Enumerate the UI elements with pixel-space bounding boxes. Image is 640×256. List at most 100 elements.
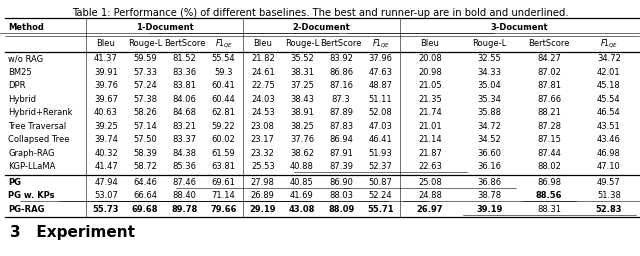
Text: Rouge-L: Rouge-L	[285, 39, 319, 48]
Text: Rouge-L: Rouge-L	[128, 39, 163, 48]
Text: PG-RAG: PG-RAG	[8, 205, 45, 214]
Text: 83.92: 83.92	[329, 54, 353, 63]
Text: 53.07: 53.07	[94, 191, 118, 200]
Text: 36.16: 36.16	[477, 162, 502, 171]
Text: $F\!1_{QE}$: $F\!1_{QE}$	[215, 38, 232, 50]
Text: 41.37: 41.37	[94, 54, 118, 63]
Text: BertScore: BertScore	[529, 39, 570, 48]
Text: 87.83: 87.83	[329, 122, 353, 131]
Text: 40.88: 40.88	[290, 162, 314, 171]
Text: 39.25: 39.25	[94, 122, 118, 131]
Text: 55.71: 55.71	[367, 205, 394, 214]
Text: 38.25: 38.25	[290, 122, 314, 131]
Text: 52.37: 52.37	[369, 162, 392, 171]
Text: 87.81: 87.81	[537, 81, 561, 90]
Text: 32.55: 32.55	[477, 54, 501, 63]
Text: 47.03: 47.03	[369, 122, 392, 131]
Text: Hybrid: Hybrid	[8, 95, 36, 104]
Text: 71.14: 71.14	[212, 191, 236, 200]
Text: 50.87: 50.87	[369, 178, 392, 187]
Text: 22.63: 22.63	[418, 162, 442, 171]
Text: 24.61: 24.61	[251, 68, 275, 77]
Text: 86.86: 86.86	[329, 68, 353, 77]
Text: 41.69: 41.69	[290, 191, 314, 200]
Text: 66.64: 66.64	[133, 191, 157, 200]
Text: Hybrid+Rerank: Hybrid+Rerank	[8, 108, 73, 117]
Text: 21.01: 21.01	[418, 122, 442, 131]
Text: 39.74: 39.74	[94, 135, 118, 144]
Text: 88.31: 88.31	[537, 205, 561, 214]
Text: 40.32: 40.32	[94, 149, 118, 158]
Text: 38.91: 38.91	[290, 108, 314, 117]
Text: 79.66: 79.66	[211, 205, 237, 214]
Text: Collapsed Tree: Collapsed Tree	[8, 135, 70, 144]
Text: 25.53: 25.53	[251, 162, 275, 171]
Text: 3   Experiment: 3 Experiment	[10, 225, 134, 240]
Text: 38.78: 38.78	[477, 191, 502, 200]
Text: 27.98: 27.98	[251, 178, 275, 187]
Text: w/o RAG: w/o RAG	[8, 54, 44, 63]
Text: 3-Document: 3-Document	[490, 23, 548, 31]
Text: 38.43: 38.43	[290, 95, 314, 104]
Text: PG w. KPs: PG w. KPs	[8, 191, 55, 200]
Text: 20.98: 20.98	[418, 68, 442, 77]
Text: 87.02: 87.02	[537, 68, 561, 77]
Text: 39.19: 39.19	[476, 205, 502, 214]
Text: 64.46: 64.46	[133, 178, 157, 187]
Text: 52.08: 52.08	[369, 108, 392, 117]
Text: 43.51: 43.51	[597, 122, 621, 131]
Text: Method: Method	[8, 23, 44, 31]
Text: 37.76: 37.76	[290, 135, 314, 144]
Text: 87.46: 87.46	[172, 178, 196, 187]
Text: Table 1: Performance (%) of different baselines. The best and runner-up are in b: Table 1: Performance (%) of different ba…	[72, 8, 568, 18]
Text: 88.21: 88.21	[537, 108, 561, 117]
Text: 26.97: 26.97	[417, 205, 443, 214]
Text: 36.86: 36.86	[477, 178, 502, 187]
Text: 37.25: 37.25	[290, 81, 314, 90]
Text: 43.46: 43.46	[597, 135, 621, 144]
Text: 86.90: 86.90	[329, 178, 353, 187]
Text: 29.19: 29.19	[250, 205, 276, 214]
Text: 42.01: 42.01	[597, 68, 621, 77]
Text: Graph-RAG: Graph-RAG	[8, 149, 55, 158]
Text: 84.38: 84.38	[172, 149, 196, 158]
Text: 45.18: 45.18	[597, 81, 621, 90]
Text: 25.08: 25.08	[418, 178, 442, 187]
Text: 46.41: 46.41	[369, 135, 392, 144]
Text: 88.40: 88.40	[172, 191, 196, 200]
Text: 46.54: 46.54	[597, 108, 621, 117]
Text: 86.94: 86.94	[329, 135, 353, 144]
Text: 21.82: 21.82	[251, 54, 275, 63]
Text: 69.61: 69.61	[212, 178, 236, 187]
Text: 20.08: 20.08	[418, 54, 442, 63]
Text: 58.39: 58.39	[133, 149, 157, 158]
Text: BM25: BM25	[8, 68, 32, 77]
Text: Bleu: Bleu	[97, 39, 115, 48]
Text: 59.3: 59.3	[214, 68, 233, 77]
Text: 89.78: 89.78	[172, 205, 198, 214]
Text: 84.27: 84.27	[537, 54, 561, 63]
Text: 88.03: 88.03	[329, 191, 353, 200]
Text: 87.3: 87.3	[332, 95, 351, 104]
Text: $F\!1_{QE}$: $F\!1_{QE}$	[600, 38, 618, 50]
Text: 87.91: 87.91	[329, 149, 353, 158]
Text: PG: PG	[8, 178, 21, 187]
Text: 23.17: 23.17	[251, 135, 275, 144]
Text: 47.10: 47.10	[597, 162, 621, 171]
Text: 52.83: 52.83	[596, 205, 622, 214]
Text: 34.33: 34.33	[477, 68, 502, 77]
Text: 43.08: 43.08	[289, 205, 315, 214]
Text: 23.32: 23.32	[251, 149, 275, 158]
Text: 34.52: 34.52	[477, 135, 501, 144]
Text: 55.73: 55.73	[93, 205, 119, 214]
Text: 86.98: 86.98	[537, 178, 561, 187]
Text: 2-Document: 2-Document	[292, 23, 351, 31]
Text: 88.56: 88.56	[536, 191, 563, 200]
Text: 83.81: 83.81	[172, 81, 196, 90]
Text: 87.28: 87.28	[537, 122, 561, 131]
Text: 35.04: 35.04	[477, 81, 501, 90]
Text: 21.87: 21.87	[418, 149, 442, 158]
Text: 49.57: 49.57	[597, 178, 621, 187]
Text: 61.59: 61.59	[212, 149, 236, 158]
Text: 57.24: 57.24	[133, 81, 157, 90]
